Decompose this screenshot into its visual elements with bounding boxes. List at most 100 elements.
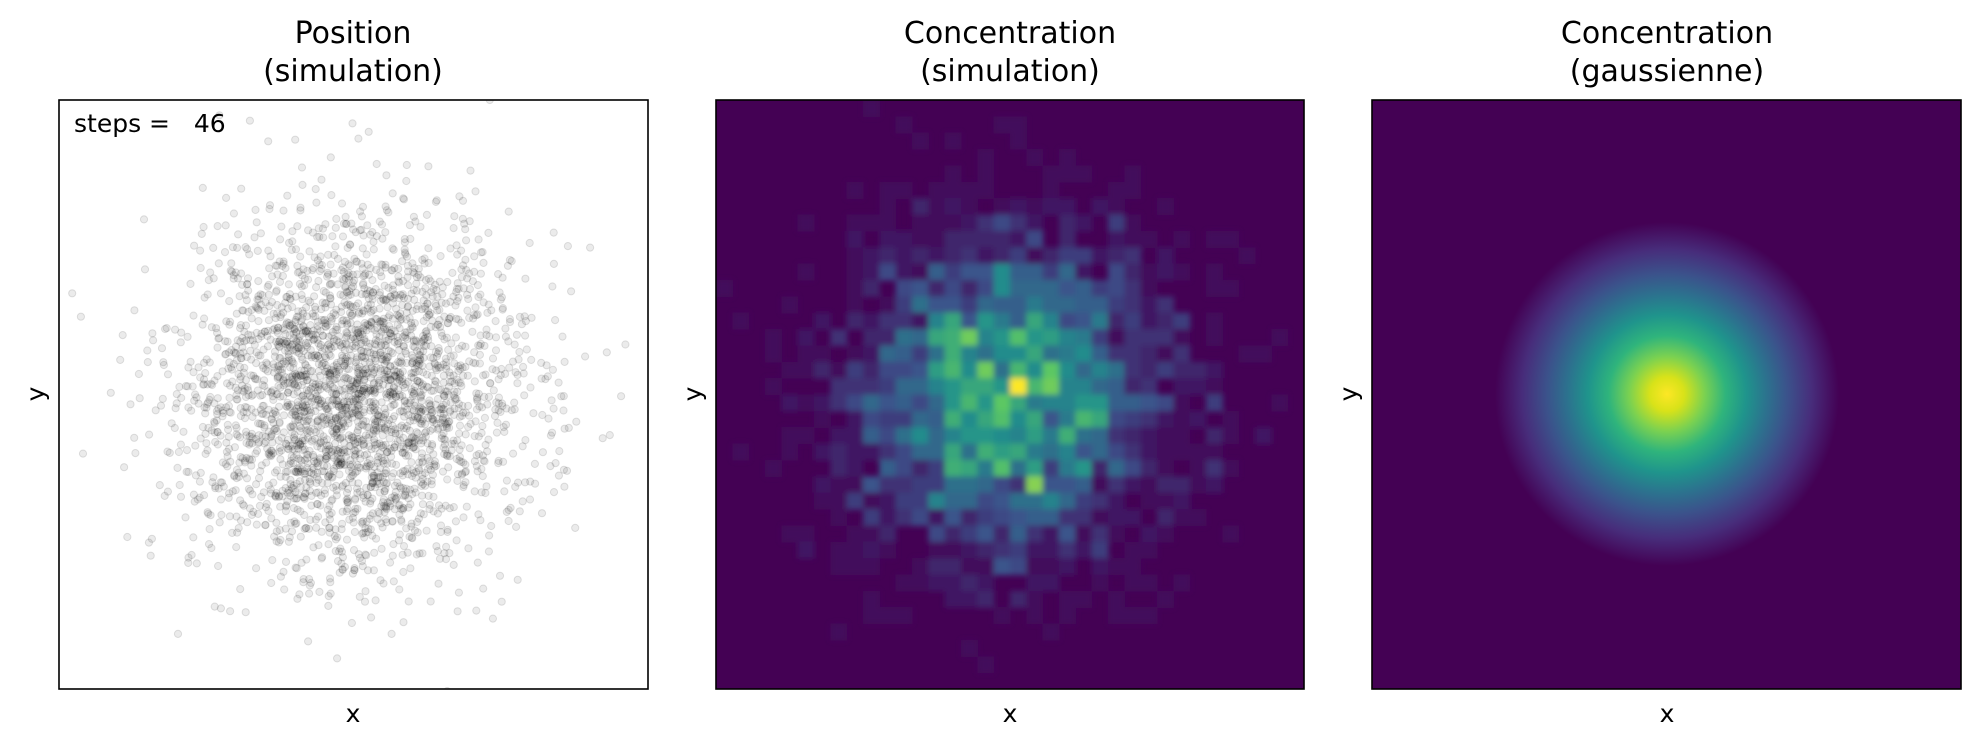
scatter-point [299, 493, 308, 502]
scatter-point [395, 346, 404, 355]
scatter-point [189, 368, 198, 377]
scatter-point [351, 301, 360, 311]
heatmap-cell [1108, 279, 1125, 297]
scatter-point [430, 460, 439, 469]
heatmap-cell [944, 394, 962, 412]
scatter-point [436, 409, 445, 418]
scatter-point [291, 416, 300, 425]
scatter-point [396, 290, 405, 299]
scatter-point [356, 454, 365, 463]
scatter-point [396, 316, 405, 325]
scatter-point [299, 469, 309, 478]
scatter-point [350, 564, 359, 573]
heatmap-cell [1026, 296, 1044, 314]
scatter-point [247, 432, 256, 441]
scatter-point [383, 303, 392, 312]
scatter-point [280, 339, 289, 348]
scatter-point [285, 378, 294, 387]
scatter-point [345, 345, 354, 354]
heatmap-cell [961, 214, 978, 232]
scatter-point [429, 450, 438, 459]
scatter-point [196, 434, 205, 443]
scatter-point [244, 391, 253, 400]
scatter-point [454, 362, 463, 371]
scatter-point [313, 462, 322, 471]
scatter-point [382, 171, 391, 180]
scatter-point [558, 332, 567, 341]
scatter-point [348, 303, 357, 312]
scatter-point [333, 280, 342, 289]
scatter-point [306, 367, 315, 376]
scatter-point [508, 449, 518, 458]
scatter-point [333, 446, 342, 455]
scatter-point [336, 544, 345, 553]
scatter-point [287, 410, 296, 419]
scatter-point [242, 431, 251, 440]
scatter-point [355, 401, 364, 410]
scatter-point [510, 340, 519, 349]
scatter-point [344, 466, 354, 476]
scatter-point [386, 558, 395, 567]
scatter-point [410, 382, 420, 391]
scatter-point [390, 264, 399, 273]
scatter-point [321, 518, 330, 527]
scatter-point [329, 366, 338, 375]
heatmap-cell [961, 361, 978, 379]
scatter-point [281, 330, 290, 339]
scatter-point [398, 471, 407, 480]
scatter-point [464, 294, 473, 304]
heatmap-cell [846, 410, 864, 428]
heatmap-cell [977, 509, 995, 526]
scatter-point [281, 298, 290, 307]
scatter-point [310, 292, 319, 301]
heatmap-cell [895, 279, 913, 297]
scatter-point [441, 435, 450, 444]
scatter-point [218, 412, 227, 421]
scatter-point [163, 370, 173, 379]
scatter-point [265, 448, 274, 457]
scatter-point [481, 370, 490, 379]
scatter-point [445, 368, 454, 377]
scatter-point [374, 507, 383, 516]
scatter-point [515, 507, 524, 516]
scatter-point [441, 420, 450, 429]
scatter-point [287, 400, 296, 409]
scatter-point [401, 490, 410, 499]
steps-annotation: steps = 46 [74, 109, 226, 138]
heatmap-cell [781, 525, 799, 543]
scatter-point [300, 281, 309, 290]
scatter-point [303, 403, 312, 413]
scatter-point [242, 438, 251, 448]
scatter-point [389, 577, 398, 586]
scatter-point [335, 332, 344, 341]
scatter-point [339, 291, 348, 300]
scatter-point [244, 484, 253, 494]
scatter-point [393, 478, 402, 487]
heatmap-cell [879, 181, 897, 199]
scatter-point [354, 479, 363, 488]
scatter-point [386, 376, 395, 385]
heatmap-cell [1042, 296, 1060, 314]
heatmap-cell [993, 459, 1011, 477]
scatter-point [445, 407, 454, 416]
heatmap-cell [944, 214, 962, 232]
scatter-point [439, 409, 448, 419]
scatter-point [130, 306, 139, 315]
heatmap-cell [1075, 525, 1093, 543]
heatmap-cell [1189, 378, 1207, 396]
scatter-point [513, 379, 522, 388]
scatter-point [390, 400, 399, 409]
scatter-point [401, 451, 411, 460]
scatter-point [442, 542, 451, 551]
scatter-point [542, 361, 551, 370]
scatter-point [123, 532, 132, 542]
scatter-point [371, 418, 380, 428]
scatter-point [402, 160, 411, 170]
scatter-point [379, 325, 388, 334]
heatmap-cell [846, 443, 864, 461]
scatter-point [362, 450, 372, 459]
heatmap-cell [895, 329, 913, 347]
scatter-point [388, 517, 397, 526]
scatter-point [298, 371, 307, 380]
heatmap-cell [1075, 459, 1093, 477]
